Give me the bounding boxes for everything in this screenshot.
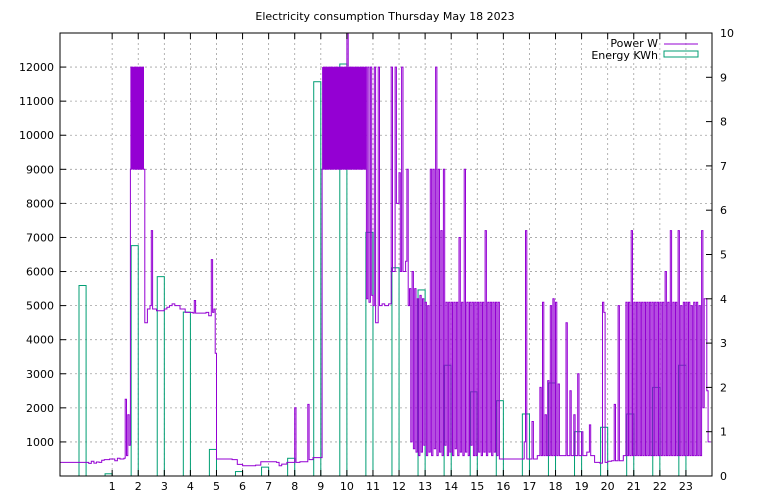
x-tick-label: 17: [522, 480, 536, 493]
x-tick-label: 20: [601, 480, 615, 493]
legend: Power W Energy KWh: [591, 37, 699, 62]
x-tick-label: 18: [549, 480, 563, 493]
energy-bar: [208, 448, 217, 477]
y-tick-label: 4000: [26, 334, 54, 347]
x-tick-label: 23: [679, 480, 693, 493]
x-tick-label: 1: [109, 480, 116, 493]
energy-bar: [156, 276, 165, 477]
y2-tick-label: 7: [720, 160, 727, 173]
x-tick-label: 19: [575, 480, 589, 493]
y-tick-label: 2000: [26, 402, 54, 415]
energy-bar: [600, 426, 609, 477]
x-tick-label: 14: [444, 480, 458, 493]
x-tick-label: 5: [213, 480, 220, 493]
x-tick-label: 3: [161, 480, 168, 493]
energy-bar: [391, 267, 400, 477]
y-tick-label: 3000: [26, 368, 54, 381]
y-tick-label: 8000: [26, 197, 54, 210]
y-tick-label: 7000: [26, 231, 54, 244]
x-tick-label: 11: [366, 480, 380, 493]
x-tick-label: 10: [340, 480, 354, 493]
power-saturation-block: [130, 67, 144, 170]
x-axis-ticks: 1 2 3 4 5 6 7 8 9 10 11 12 13 14 15 16 17 18 19 20 21 22 23: [109, 33, 693, 493]
legend-label-power: Power W: [610, 37, 658, 50]
energy-bar: [234, 471, 244, 477]
x-tick-label: 6: [239, 480, 246, 493]
y-tick-label: 1000: [26, 436, 54, 449]
y-tick-label: 9000: [26, 163, 54, 176]
legend-swatch-energy: [663, 50, 699, 58]
chart-title: Electricity consumption Thursday May 18 …: [255, 10, 514, 23]
x-tick-label: 2: [135, 480, 142, 493]
y2-tick-label: 6: [720, 204, 727, 217]
x-tick-label: 4: [187, 480, 194, 493]
x-tick-label: 15: [470, 480, 484, 493]
energy-bar: [313, 81, 322, 477]
energy-series: [78, 63, 687, 477]
y-axis-ticks: 1000 2000 3000 4000 5000 6000 7000 8000 9000 1000…: [19, 61, 66, 449]
energy-bar: [287, 457, 296, 477]
x-tick-label: 9: [317, 480, 324, 493]
power-line: [60, 32, 711, 467]
y-tick-label: 6000: [26, 266, 54, 279]
y2-tick-label: 4: [720, 293, 727, 306]
y-tick-label: 5000: [26, 300, 54, 313]
y2-tick-label: 5: [720, 249, 727, 262]
power-series: [60, 32, 711, 467]
y2-tick-label: 1: [720, 426, 727, 439]
x-tick-label: 7: [265, 480, 272, 493]
y2-tick-label: 10: [720, 27, 734, 40]
x-tick-label: 12: [392, 480, 406, 493]
legend-label-energy: Energy KWh: [591, 49, 658, 62]
y-tick-label: 12000: [19, 61, 54, 74]
x-tick-label: 8: [291, 480, 298, 493]
y2-tick-label: 0: [720, 470, 727, 483]
energy-bar: [130, 245, 139, 477]
energy-bar: [261, 466, 270, 477]
x-tick-label: 22: [653, 480, 667, 493]
x-tick-label: 16: [496, 480, 510, 493]
y2-tick-label: 8: [720, 116, 727, 129]
y2-tick-label: 3: [720, 337, 727, 350]
energy-bar: [78, 285, 87, 477]
x-tick-label: 21: [627, 480, 641, 493]
x-tick-label: 13: [418, 480, 432, 493]
y2-axis-ticks: 0 1 2 3 4 5 6 7 8 9 10: [706, 27, 734, 483]
power-saturation-block: [322, 67, 367, 170]
y2-tick-label: 2: [720, 381, 727, 394]
energy-bar: [182, 311, 191, 477]
y2-tick-label: 9: [720, 71, 727, 84]
grid-lines: [60, 33, 712, 476]
y-tick-label: 10000: [19, 129, 54, 142]
y-tick-label: 11000: [19, 95, 54, 108]
